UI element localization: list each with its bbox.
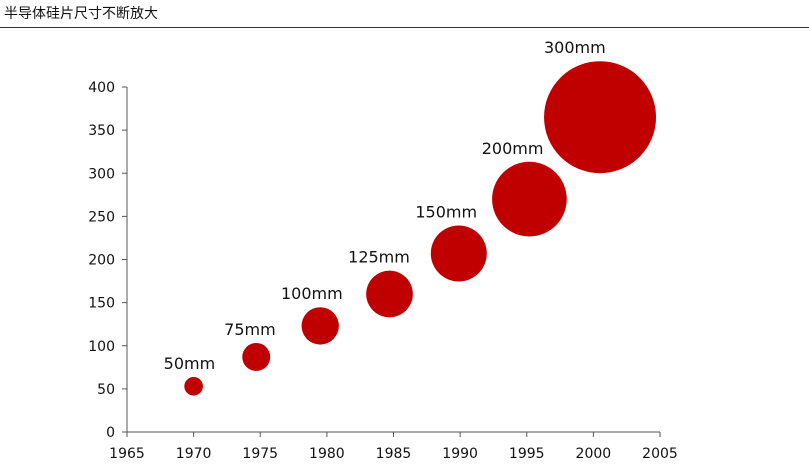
bubble-label: 125mm (348, 248, 410, 267)
x-tick-label: 1980 (309, 446, 345, 462)
x-tick-label: 1965 (109, 446, 145, 462)
bubble-label: 200mm (482, 139, 544, 158)
bubble-200mm (492, 161, 567, 237)
y-tick-label: 400 (88, 80, 115, 96)
y-tick-label: 100 (88, 339, 115, 355)
bubble-label: 50mm (164, 354, 216, 373)
bubble-100mm (301, 307, 339, 345)
bubble-75mm (242, 342, 271, 371)
x-tick-label: 1990 (442, 446, 478, 462)
y-tick-label: 250 (88, 209, 115, 225)
y-tick-label: 50 (97, 382, 115, 398)
bubble-label: 75mm (224, 320, 276, 339)
y-tick-label: 300 (88, 166, 115, 182)
x-tick-label: 1995 (509, 446, 545, 462)
chart-title: 半导体硅片尺寸不断放大 (4, 6, 158, 22)
x-tick-label: 1970 (176, 446, 212, 462)
bubble-label: 300mm (544, 38, 606, 57)
title-divider (0, 27, 809, 28)
bubble-50mm (184, 376, 203, 396)
chart-bubbles (184, 61, 657, 396)
y-tick-label: 350 (88, 123, 115, 139)
chart-axes: 0 50 100 150 200 250 300 350 400 1965 1970 1975 1980… (88, 80, 678, 462)
bubble-label: 100mm (281, 284, 343, 303)
y-tick-label: 200 (88, 253, 115, 269)
x-tick-label: 1975 (242, 446, 278, 462)
bubble-150mm (430, 225, 487, 282)
bubble-125mm (366, 270, 413, 318)
bubble-300mm (544, 61, 657, 174)
x-tick-label: 1985 (376, 446, 412, 462)
x-tick-label: 2005 (642, 446, 678, 462)
chart-bubble-labels: 50mm 75mm 100mm 125mm 150mm 200mm 300mm (164, 38, 606, 373)
bubble-label: 150mm (415, 202, 477, 221)
y-tick-label: 150 (88, 296, 115, 312)
y-tick-label: 0 (106, 425, 115, 441)
x-tick-label: 2000 (576, 446, 612, 462)
